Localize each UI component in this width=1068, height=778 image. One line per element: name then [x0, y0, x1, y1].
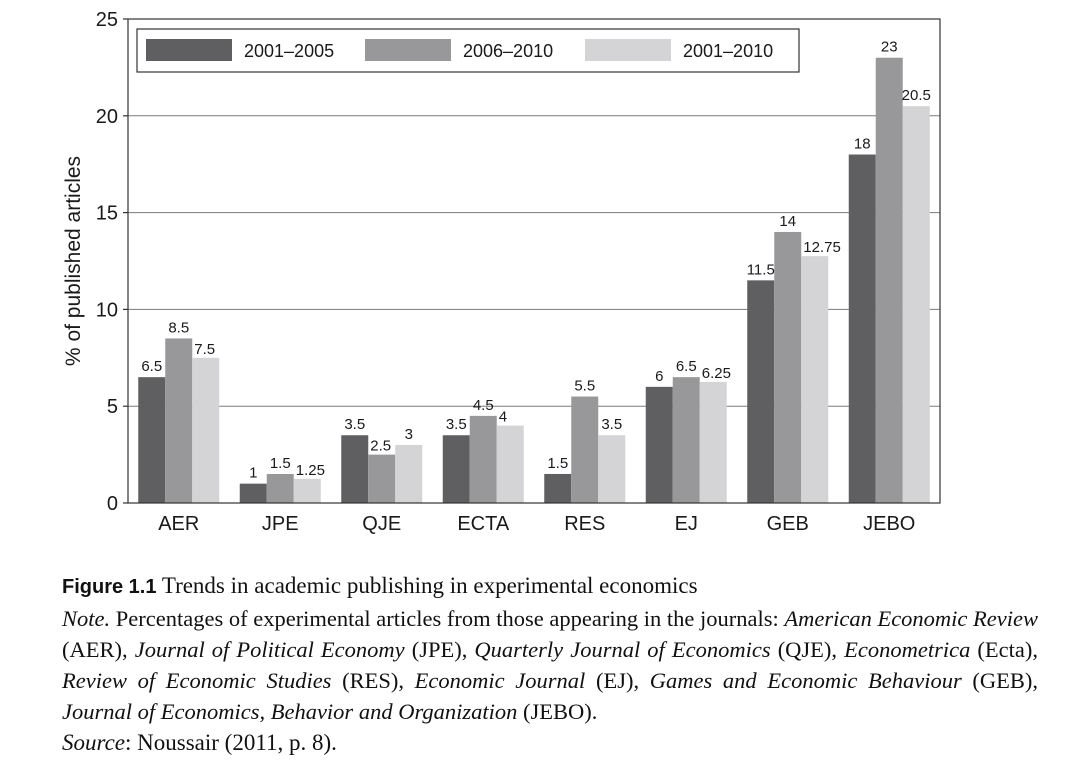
figure-note: Note. Percentages of experimental articl…	[62, 603, 1038, 727]
bar-ecta-series-1	[442, 435, 470, 503]
bar-geb-series-3	[801, 256, 829, 503]
data-label: 6.5	[676, 358, 697, 375]
journal-aer: American Economic Review	[784, 606, 1039, 631]
bar-ej-series-2	[672, 377, 700, 503]
bar-geb-series-2	[774, 231, 802, 503]
bar-jebo-series-1	[848, 154, 876, 503]
data-label: 6	[655, 368, 663, 385]
bar-qje-series-1	[341, 435, 369, 503]
note-text: Percentages of experimental articles fro…	[115, 606, 779, 631]
abbr-geb: (GEB),	[972, 668, 1039, 693]
legend-swatch	[146, 39, 232, 61]
source-label: Source	[62, 730, 126, 755]
bar-aer-series-2	[165, 338, 193, 503]
y-tick-label: 25	[96, 9, 118, 31]
y-axis-label: % of published articles	[62, 156, 85, 366]
x-tick-label: RES	[564, 513, 605, 535]
note-label: Note.	[62, 606, 111, 631]
data-label: 12.75	[803, 239, 841, 256]
abbr-qje: (QJE),	[777, 637, 838, 662]
bar-jpe-series-2	[266, 473, 294, 503]
data-label: 1	[249, 465, 257, 482]
data-label: 14	[779, 213, 796, 230]
data-label: 3.5	[446, 416, 467, 433]
legend-box	[136, 28, 800, 73]
data-label: 11.5	[747, 261, 775, 278]
x-tick-label: AER	[158, 513, 199, 535]
data-label: 7.5	[194, 341, 215, 358]
abbr-jpe: (JPE),	[411, 637, 468, 662]
bar-qje-series-2	[368, 454, 396, 503]
plot-frame	[127, 18, 941, 504]
journal-ej: Economic Journal	[414, 668, 586, 693]
bar-qje-series-3	[395, 444, 423, 503]
data-label: 1.25	[296, 462, 325, 479]
figure-label: Figure 1.1	[62, 576, 157, 598]
x-tick-label: GEB	[767, 513, 809, 535]
x-tick-label: JPE	[262, 513, 299, 535]
abbr-aer: (AER),	[62, 637, 128, 662]
journal-ecta: Econometrica	[844, 637, 971, 662]
legend-label: 2006–2010	[463, 41, 553, 61]
data-label: 5.5	[574, 378, 595, 395]
legend-label: 2001–2005	[244, 41, 334, 61]
x-tick-label: JEBO	[863, 513, 915, 535]
y-tick-label: 0	[107, 493, 118, 515]
abbr-ej: (EJ),	[595, 668, 640, 693]
bar-ej-series-1	[645, 386, 673, 503]
journal-jpe: Journal of Political Economy	[134, 637, 405, 662]
bar-ecta-series-3	[496, 425, 524, 503]
data-label: 20.5	[902, 87, 931, 104]
x-tick-label: ECTA	[457, 513, 510, 535]
y-tick-label: 15	[96, 203, 118, 225]
bar-ecta-series-2	[469, 415, 497, 503]
bar-res-series-1	[544, 473, 572, 503]
figure-caption: Figure 1.1 Trends in academic publishing…	[62, 570, 1038, 758]
data-label: 3.5	[601, 416, 622, 433]
bar-res-series-3	[598, 435, 626, 503]
bar-jpe-series-3	[293, 478, 321, 503]
data-label: 3.5	[344, 416, 365, 433]
bar-geb-series-1	[747, 280, 775, 503]
figure-title: Trends in academic publishing in experim…	[161, 573, 698, 598]
bar-jpe-series-1	[239, 483, 267, 503]
data-label: 18	[854, 136, 871, 153]
bar-ej-series-3	[699, 382, 727, 503]
caption-title-line: Figure 1.1 Trends in academic publishing…	[62, 570, 1038, 603]
bar-jebo-series-3	[902, 106, 930, 504]
y-tick-label: 20	[96, 106, 118, 128]
data-label: 1.5	[270, 455, 291, 472]
data-label: 4.5	[473, 397, 494, 414]
figure-source: Source: Noussair (2011, p. 8).	[62, 727, 1038, 758]
data-label: 6.5	[141, 358, 162, 375]
y-tick-label: 10	[96, 299, 118, 321]
journal-geb: Games and Economic Behaviour	[649, 668, 962, 693]
bar-jebo-series-2	[875, 57, 903, 503]
abbr-ecta: (Ecta),	[977, 637, 1039, 662]
abbr-res: (RES),	[342, 668, 404, 693]
bar-aer-series-3	[192, 357, 220, 503]
data-label: 23	[881, 39, 898, 56]
data-label: 6.25	[702, 365, 731, 382]
source-text: : Noussair (2011, p. 8).	[125, 730, 337, 755]
legend-label: 2001–2010	[683, 41, 773, 61]
data-label: 4	[499, 409, 507, 426]
data-label: 8.5	[168, 319, 189, 336]
x-tick-label: EJ	[675, 513, 698, 535]
legend-swatch	[585, 39, 671, 61]
x-tick-label: QJE	[362, 513, 401, 535]
data-label: 2.5	[370, 438, 391, 455]
journal-qje: Quarterly Journal of Economics	[474, 637, 771, 662]
bar-res-series-2	[571, 396, 599, 503]
y-tick-label: 5	[107, 396, 118, 418]
abbr-jebo: (JEBO).	[523, 699, 598, 724]
data-label: 3	[405, 426, 413, 443]
legend-swatch	[365, 39, 451, 61]
data-label: 1.5	[547, 455, 568, 472]
journal-res: Review of Economic Studies	[62, 668, 332, 693]
bar-aer-series-1	[138, 377, 166, 503]
journal-jebo: Journal of Economics, Behavior and Organ…	[62, 699, 518, 724]
